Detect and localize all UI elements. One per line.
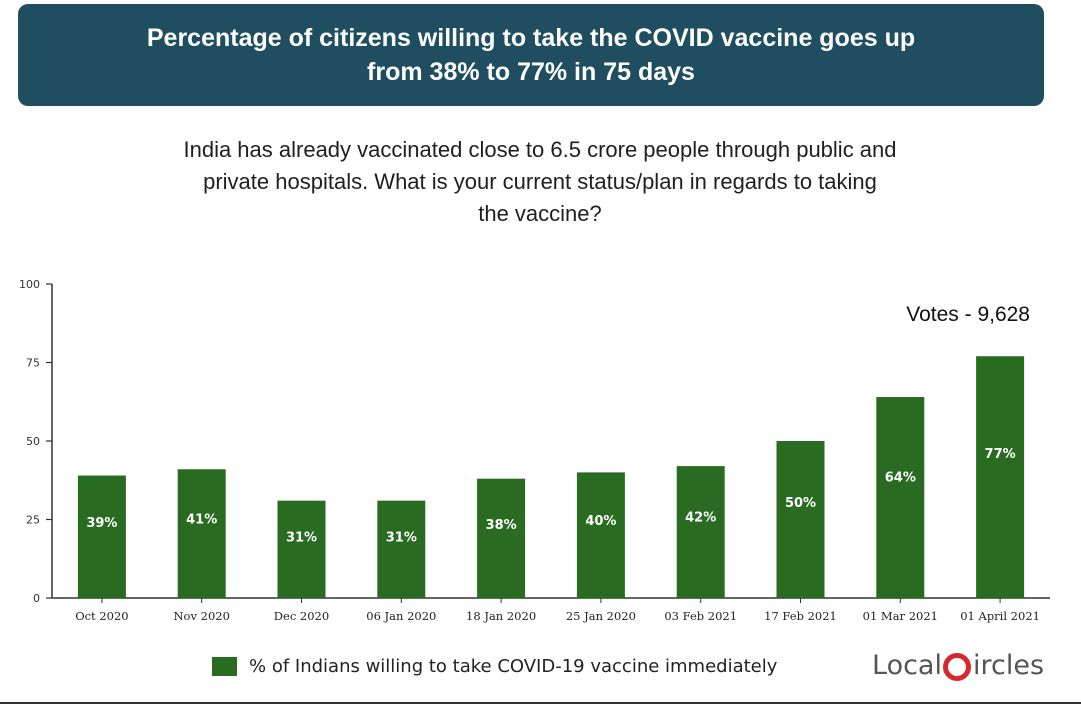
x-tick-label: 03 Feb 2021 xyxy=(664,609,737,623)
title-banner: Percentage of citizens willing to take t… xyxy=(18,4,1044,106)
survey-question: India has already vaccinated close to 6.… xyxy=(183,137,897,226)
bar xyxy=(377,500,426,598)
bar-data-label: 40% xyxy=(585,514,616,529)
localcircles-logo: Local ircles xyxy=(872,645,1044,685)
chart-title: Percentage of citizens willing to take t… xyxy=(146,24,916,86)
y-tick-label: 100 xyxy=(19,278,40,291)
bar xyxy=(676,466,725,598)
legend: % of Indians willing to take COVID-19 va… xyxy=(212,651,777,681)
bar xyxy=(177,469,226,598)
y-tick-label: 75 xyxy=(26,357,40,370)
y-tick-label: 50 xyxy=(26,435,40,448)
logo-text-local: Local xyxy=(872,649,942,681)
y-tick-label: 0 xyxy=(33,592,40,605)
x-tick-label: Dec 2020 xyxy=(274,609,329,623)
bar xyxy=(876,397,925,598)
x-tick-label: 01 Mar 2021 xyxy=(863,609,938,623)
bar-data-label: 31% xyxy=(386,531,417,546)
x-tick-label: Nov 2020 xyxy=(173,609,229,623)
votes-annotation: Votes - 9,628 xyxy=(906,303,1030,326)
bar-data-label: 38% xyxy=(486,518,517,533)
bar xyxy=(776,441,825,598)
bar-data-label: 31% xyxy=(286,531,317,546)
bar xyxy=(976,356,1025,598)
bar-data-label: 77% xyxy=(985,447,1016,462)
bar-data-label: 42% xyxy=(685,511,716,526)
bottom-divider xyxy=(0,702,1081,704)
logo-text-ircles: ircles xyxy=(972,649,1045,681)
bar-data-label: 39% xyxy=(86,516,117,531)
x-tick-label: 01 April 2021 xyxy=(960,609,1040,623)
bar xyxy=(477,478,526,598)
x-tick-label: 25 Jan 2020 xyxy=(566,609,636,623)
bar-data-label: 41% xyxy=(186,512,217,527)
x-tick-label: Oct 2020 xyxy=(75,609,128,623)
logo-circle-icon xyxy=(942,653,971,681)
bar xyxy=(277,500,326,598)
legend-swatch xyxy=(212,656,237,676)
x-tick-label: 17 Feb 2021 xyxy=(764,609,837,623)
y-tick-label: 25 xyxy=(26,514,40,527)
legend-label: % of Indians willing to take COVID-19 va… xyxy=(249,655,778,677)
x-tick-label: 06 Jan 2020 xyxy=(366,609,436,623)
x-tick-label: 18 Jan 2020 xyxy=(466,609,536,623)
bar xyxy=(576,472,625,598)
bar-data-label: 64% xyxy=(885,470,916,485)
bar xyxy=(77,475,126,598)
bar-data-label: 50% xyxy=(785,496,816,511)
